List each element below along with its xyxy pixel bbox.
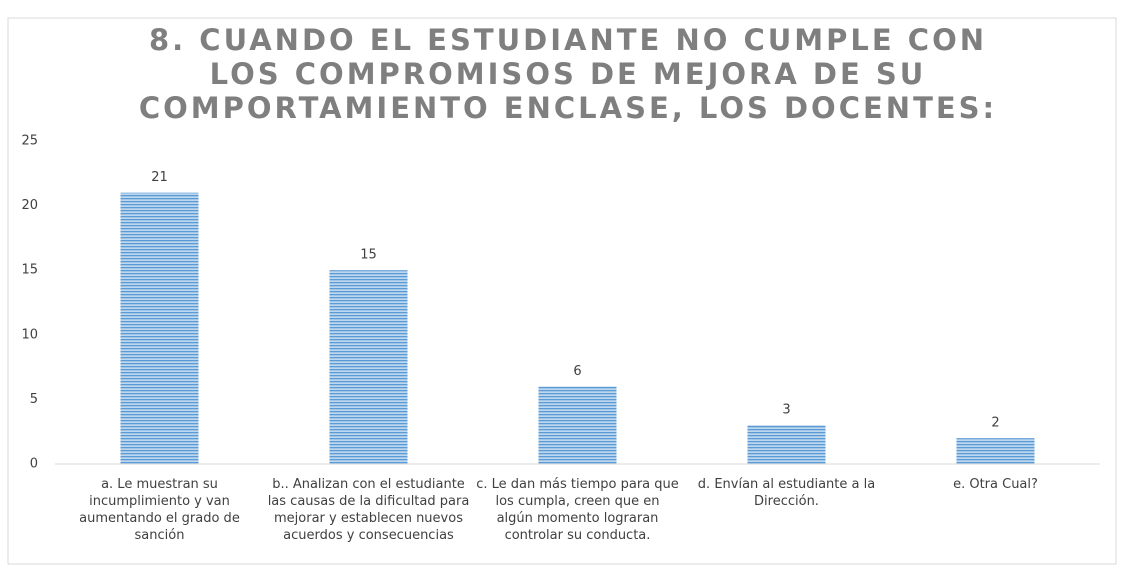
x-tick-label: d. Envían al estudiante a la Dirección. — [698, 477, 875, 509]
data-label: 21 — [151, 170, 168, 185]
text-line: controlar su conducta. — [505, 528, 651, 543]
text-line: COMPORTAMIENTO ENCLASE, LOS DOCENTES: — [139, 91, 997, 125]
text-line: 8. CUANDO EL ESTUDIANTE NO CUMPLE CON — [149, 23, 987, 57]
x-tick-label: b.. Analizan con el estudiante las causas… — [268, 477, 470, 543]
bar — [120, 192, 199, 464]
x-tick-label: c. Le dan más tiempo para que los cumpla,… — [476, 477, 679, 543]
y-tick-label: 25 — [21, 134, 38, 149]
text-line: acuerdos y consecuencias — [283, 528, 454, 543]
text-line: c. Le dan más tiempo para que — [476, 477, 679, 492]
text-line: LOS COMPROMISOS DE MEJORA DE SU — [210, 57, 927, 91]
y-tick-label: 10 — [21, 327, 38, 342]
x-tick-label: a. Le muestran su incumplimiento y van aum… — [79, 477, 240, 543]
text-line: mejorar y establecen nuevos — [274, 511, 463, 526]
text-line: d. Envían al estudiante a la — [698, 477, 875, 492]
x-tick-label: e. Otra Cual? — [953, 477, 1038, 492]
y-tick-label: 5 — [30, 392, 38, 407]
text-line: sanción — [135, 528, 185, 543]
bar — [329, 270, 408, 464]
text-line: a. Le muestran su — [101, 477, 218, 492]
text-line: incumplimiento y van — [89, 494, 230, 509]
y-tick-label: 15 — [21, 263, 38, 278]
bar — [747, 425, 826, 464]
text-line: las causas de la dificultad para — [268, 494, 470, 509]
bar — [956, 438, 1035, 464]
data-label: 2 — [991, 416, 999, 431]
chart-title: 8. CUANDO EL ESTUDIANTE NO CUMPLE CON LOS… — [139, 23, 997, 125]
data-label: 15 — [360, 248, 377, 263]
text-line: b.. Analizan con el estudiante — [272, 477, 465, 492]
text-line: Dirección. — [754, 494, 819, 509]
text-line: algún momento lograran — [497, 511, 659, 526]
text-line: aumentando el grado de — [79, 511, 240, 526]
text-line: e. Otra Cual? — [953, 477, 1038, 492]
y-tick-label: 0 — [30, 457, 38, 472]
text-line: los cumpla, creen que en — [495, 494, 659, 509]
data-label: 6 — [573, 364, 581, 379]
y-tick-label: 20 — [21, 198, 38, 213]
data-label: 3 — [782, 403, 790, 418]
bar — [538, 386, 617, 464]
